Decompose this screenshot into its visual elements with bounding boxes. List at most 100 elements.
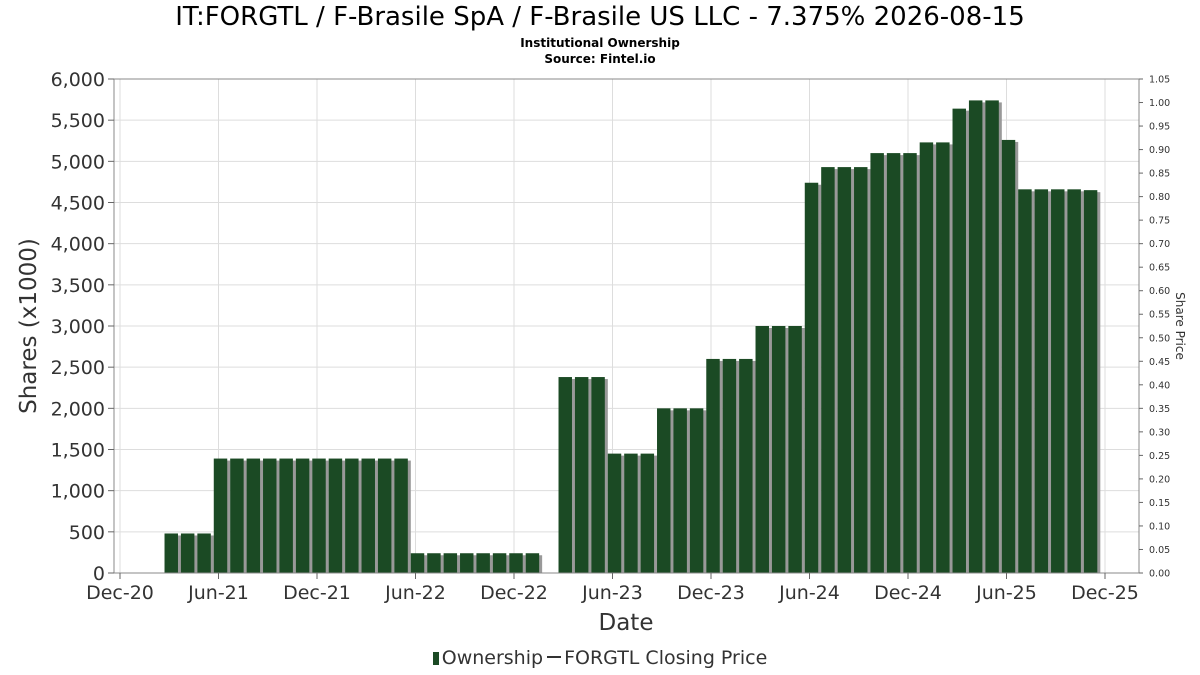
- chart-title: IT:FORGTL / F-Brasile SpA / F-Brasile US…: [175, 2, 1025, 32]
- y2-tick-label: 0.40: [1149, 380, 1170, 391]
- x-tick-label: Jun-25: [975, 582, 1037, 604]
- y-tick-label: 2,500: [51, 357, 105, 379]
- ownership-bar: [788, 326, 802, 573]
- x-tick-label: Dec-25: [1071, 582, 1139, 604]
- y2-tick-label: 0.90: [1149, 145, 1170, 156]
- legend: Ownership FORGTL Closing Price: [0, 647, 1200, 669]
- ownership-bar: [574, 377, 589, 573]
- ownership-bar: [854, 167, 868, 573]
- ownership-bar: [739, 358, 753, 573]
- y-tick-label: 5,500: [51, 110, 105, 132]
- ownership-bar: [164, 533, 178, 573]
- y-tick-label: 500: [69, 522, 105, 544]
- legend-ownership-swatch: [432, 652, 439, 665]
- x-axis-label: Date: [599, 610, 654, 636]
- ownership-bar: [1083, 190, 1098, 573]
- y2-tick-label: 0.10: [1149, 521, 1170, 532]
- y2-tick-label: 0.85: [1149, 169, 1170, 180]
- ownership-bar: [460, 553, 474, 573]
- y2-axis-label: Share Price: [1173, 292, 1187, 360]
- ownership-bar: [295, 458, 310, 573]
- ownership-bar: [558, 377, 572, 573]
- ownership-bar: [804, 182, 819, 574]
- x-tick-label: Dec-23: [677, 582, 745, 604]
- y-tick-label: 4,500: [51, 193, 105, 215]
- ownership-bar: [706, 358, 720, 573]
- x-tick-label: Jun-22: [384, 582, 446, 604]
- x-tick-label: Dec-22: [480, 582, 548, 604]
- y2-tick-label: 0.55: [1149, 310, 1170, 321]
- ownership-bar: [443, 553, 458, 573]
- chart-source: Source: Fintel.io: [544, 52, 656, 66]
- ownership-bar: [755, 326, 769, 573]
- legend-price-swatch: [547, 656, 562, 658]
- ownership-bar: [427, 553, 441, 573]
- y2-tick-label: 0.65: [1149, 263, 1170, 274]
- legend-price-label: FORGTL Closing Price: [564, 647, 768, 669]
- y2-tick-label: 0.30: [1149, 427, 1170, 438]
- ownership-bar: [328, 458, 343, 573]
- ownership-bar: [476, 553, 490, 573]
- ownership-bar: [312, 458, 326, 573]
- bar-layer: [164, 100, 1101, 574]
- ownership-bar: [263, 458, 277, 573]
- ownership-bar: [230, 458, 244, 573]
- y-tick-label: 4,000: [51, 234, 105, 256]
- y2-tick-label: 0.80: [1149, 192, 1170, 203]
- ownership-bar: [1034, 189, 1049, 573]
- ownership-bar: [213, 458, 228, 573]
- ownership-bar: [936, 142, 950, 573]
- y2-tick-label: 0.00: [1149, 569, 1170, 580]
- ownership-bar: [657, 408, 671, 573]
- x-tick-label: Jun-24: [778, 582, 840, 604]
- y-tick-label: 1,000: [51, 481, 105, 503]
- ownership-bar: [180, 533, 195, 573]
- ownership-bar: [492, 553, 507, 573]
- ownership-bar: [279, 458, 293, 573]
- ownership-bar: [673, 408, 687, 573]
- ownership-bar: [361, 458, 375, 573]
- y-axis-label: Shares (x1000): [16, 238, 42, 414]
- y2-tick-label: 0.95: [1149, 122, 1170, 133]
- y2-tick-label: 0.70: [1149, 239, 1170, 250]
- ownership-bar: [509, 553, 523, 573]
- y2-tick-label: 0.45: [1149, 357, 1170, 368]
- y-tick-label: 0: [93, 563, 105, 585]
- ownership-bar: [689, 408, 704, 573]
- legend-ownership-label: Ownership: [441, 647, 544, 669]
- chart-subtitle: Institutional Ownership: [520, 36, 680, 50]
- y2-tick-label: 1.05: [1149, 75, 1170, 86]
- ownership-bar: [985, 100, 999, 573]
- x-tick-label: Dec-24: [874, 582, 942, 604]
- ownership-bar: [837, 167, 852, 573]
- y-tick-label: 5,000: [51, 151, 105, 173]
- x-tick-label: Dec-20: [86, 582, 154, 604]
- ownership-bar: [919, 142, 934, 573]
- ownership-bar: [722, 358, 737, 573]
- y-tick-label: 3,500: [51, 275, 105, 297]
- y-axis-right: 0.00 0.05 0.10 0.15 0.20 0.25 0.30 0.35 0.40 0.45…: [1139, 75, 1170, 580]
- y2-tick-label: 0.15: [1149, 498, 1170, 509]
- ownership-bar: [377, 458, 392, 573]
- x-tick-label: Jun-23: [581, 582, 643, 604]
- ownership-bar: [1001, 139, 1016, 573]
- y2-tick-label: 0.50: [1149, 333, 1170, 344]
- y-tick-label: 2,000: [51, 398, 105, 420]
- ownership-bar: [394, 458, 408, 573]
- ownership-bar: [952, 108, 966, 573]
- ownership-bar: [525, 553, 540, 573]
- ownership-bar: [410, 553, 425, 573]
- ownership-bar: [246, 458, 261, 573]
- ownership-bar: [821, 167, 835, 573]
- ownership-bar: [640, 453, 655, 573]
- y-tick-label: 1,500: [51, 440, 105, 462]
- ownership-bar: [591, 377, 605, 573]
- ownership-bar: [1018, 189, 1032, 573]
- ownership-bar: [1051, 189, 1065, 573]
- y-tick-label: 3,000: [51, 316, 105, 338]
- y2-tick-label: 0.75: [1149, 216, 1170, 227]
- y2-tick-label: 0.05: [1149, 545, 1170, 556]
- ownership-bar: [345, 458, 359, 573]
- ownership-bar: [870, 153, 884, 573]
